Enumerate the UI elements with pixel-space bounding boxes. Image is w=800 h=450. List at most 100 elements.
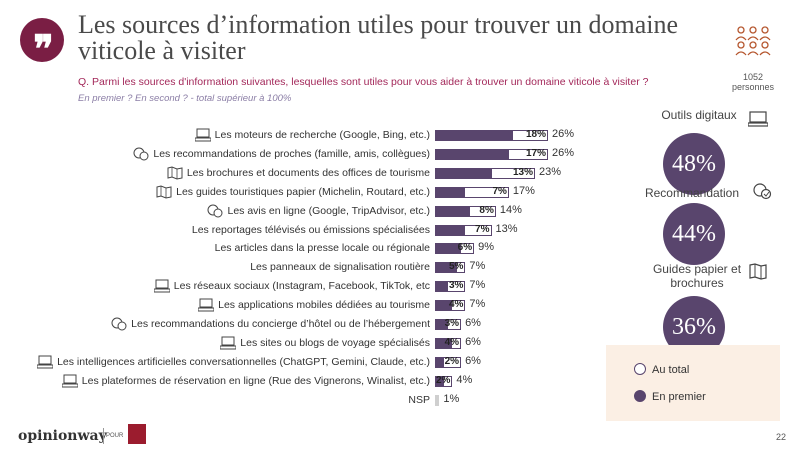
category-label: NSP — [408, 393, 430, 406]
value-label-total: 6% — [465, 335, 481, 348]
value-label-first: 17% — [525, 147, 546, 159]
bar-first — [435, 281, 449, 293]
value-label-total: 26% — [552, 146, 575, 159]
category-label: Les plateformes de réservation en ligne … — [81, 374, 430, 387]
footer-divider — [103, 428, 104, 444]
bar-first — [435, 300, 453, 312]
book-icon — [749, 263, 767, 280]
pour-label: POUR — [106, 433, 124, 439]
bar-first — [435, 148, 509, 160]
value-label-total: 7% — [469, 298, 486, 311]
bar-first — [435, 205, 470, 217]
chart-row: Les sites ou blogs de voyage spécialisés… — [0, 335, 800, 353]
value-label-first: 2% — [435, 374, 451, 386]
computer-icon — [198, 298, 215, 312]
bar-first — [435, 224, 466, 236]
book-icon — [156, 185, 172, 199]
chart-legend: Au total En premier — [606, 345, 780, 421]
value-label-total: 7% — [469, 260, 486, 273]
value-label-first: 18% — [525, 129, 546, 140]
value-label-total: 6% — [465, 317, 481, 329]
people-chat-icon — [111, 317, 127, 331]
chart-row: Les guides touristiques papier (Michelin… — [0, 184, 800, 202]
category-label: Les avis en ligne (Google, TripAdvisor, … — [227, 204, 430, 217]
sample-label: personnes — [731, 82, 775, 92]
note-text: En premier ? En second ? - total supérie… — [78, 93, 292, 104]
crowd-icon — [735, 26, 771, 56]
value-label-total: 9% — [478, 241, 495, 254]
partner-logo — [128, 424, 146, 444]
chart-row: Les intelligences artificielles conversa… — [0, 354, 800, 372]
kpi-title-guides: Guides papier et brochures — [642, 262, 752, 290]
value-label-first: 7% — [492, 185, 507, 197]
bar-first — [435, 167, 492, 179]
value-label-total: 4% — [456, 373, 473, 386]
chart-row: Les plateformes de réservation en ligne … — [0, 373, 800, 391]
value-label-total: 6% — [465, 354, 481, 367]
value-label-first: 4% — [448, 299, 464, 311]
bar-first — [435, 375, 444, 387]
computer-icon — [194, 128, 211, 142]
category-label: Les applications mobiles dédiées au tour… — [218, 299, 430, 312]
chart-row: Les applications mobiles dédiées au tour… — [0, 297, 800, 315]
bar-first — [435, 262, 457, 274]
legend-swatch-total — [634, 363, 646, 375]
kpi-title-digital: Outils digitaux — [661, 108, 737, 122]
category-label: Les brochures et documents des offices d… — [186, 166, 430, 179]
category-label: Les sites ou blogs de voyage spécialisés — [240, 336, 430, 349]
value-label-first: 7% — [475, 223, 490, 235]
category-label: Les réseaux sociaux (Instagram, Facebook… — [173, 280, 430, 293]
chart-row: Les recommandations de proches (famille,… — [0, 146, 800, 164]
bar-first — [435, 130, 514, 141]
computer-icon — [37, 355, 54, 369]
chart-row: Les brochures et documents des offices d… — [0, 165, 800, 183]
people-chat-icon — [133, 147, 149, 161]
legend-swatch-first — [634, 390, 646, 402]
kpi-title-recommendation: Recommandation — [644, 186, 740, 200]
people-chat-icon — [753, 183, 772, 200]
chart-row: Les panneaux de signalisation routière 5%… — [0, 259, 800, 277]
value-label-first: 5% — [448, 261, 464, 273]
value-label-first: 13% — [512, 166, 533, 178]
value-label-total: 13% — [495, 222, 518, 235]
computer-icon — [61, 374, 78, 388]
chart-row: Les reportages télévisés ou émissions sp… — [0, 222, 800, 240]
kpi-circle-digital: 48% — [663, 133, 725, 195]
chart-row: Les réseaux sociaux (Instagram, Facebook… — [0, 278, 800, 296]
category-label: Les articles dans la presse locale ou ré… — [214, 242, 430, 255]
bar-first — [435, 243, 462, 255]
kpi-circle-recommendation: 44% — [663, 203, 725, 265]
bar-first — [435, 186, 466, 198]
kpi-title-guides-line1: Guides papier et — [652, 262, 742, 276]
legend-label-first: En premier — [652, 391, 706, 403]
value-label-first: 6% — [457, 242, 473, 254]
value-label-total: 14% — [499, 203, 522, 216]
value-label-first: 3% — [448, 280, 464, 292]
bar-first — [435, 319, 449, 330]
category-label: Les moteurs de recherche (Google, Bing, … — [214, 129, 430, 141]
legend-item-total: Au total — [634, 363, 689, 376]
chart-row: Les moteurs de recherche (Google, Bing, … — [0, 127, 800, 145]
value-label-total: 23% — [538, 165, 561, 178]
value-label-total: 26% — [552, 128, 575, 140]
quote-icon: ❞ — [20, 18, 64, 71]
question-text: Q. Parmi les sources d'information suiva… — [78, 76, 649, 88]
category-label: Les reportages télévisés ou émissions sp… — [191, 223, 430, 236]
computer-icon — [748, 111, 768, 127]
people-chat-icon — [207, 204, 223, 218]
category-label: Les intelligences artificielles conversa… — [57, 355, 430, 368]
category-label: Les recommandations de proches (famille,… — [153, 147, 430, 160]
value-label-total: 7% — [469, 279, 486, 292]
computer-icon — [153, 279, 170, 293]
category-label: Les recommandations du concierge d’hôtel… — [131, 318, 430, 330]
computer-icon — [220, 336, 237, 350]
value-label-first: 8% — [479, 204, 494, 216]
chart-row: Les avis en ligne (Google, TripAdvisor, … — [0, 203, 800, 221]
value-label-total: 17% — [512, 184, 535, 197]
chart-row: Les recommandations du concierge d’hôtel… — [0, 316, 800, 334]
page-title: Les sources d’information utiles pour tr… — [78, 10, 679, 65]
bar-first — [435, 356, 444, 368]
sample-size: 1052 — [742, 72, 764, 82]
value-label-first: 4% — [444, 336, 460, 348]
category-label: Les panneaux de signalisation routière — [250, 261, 430, 274]
